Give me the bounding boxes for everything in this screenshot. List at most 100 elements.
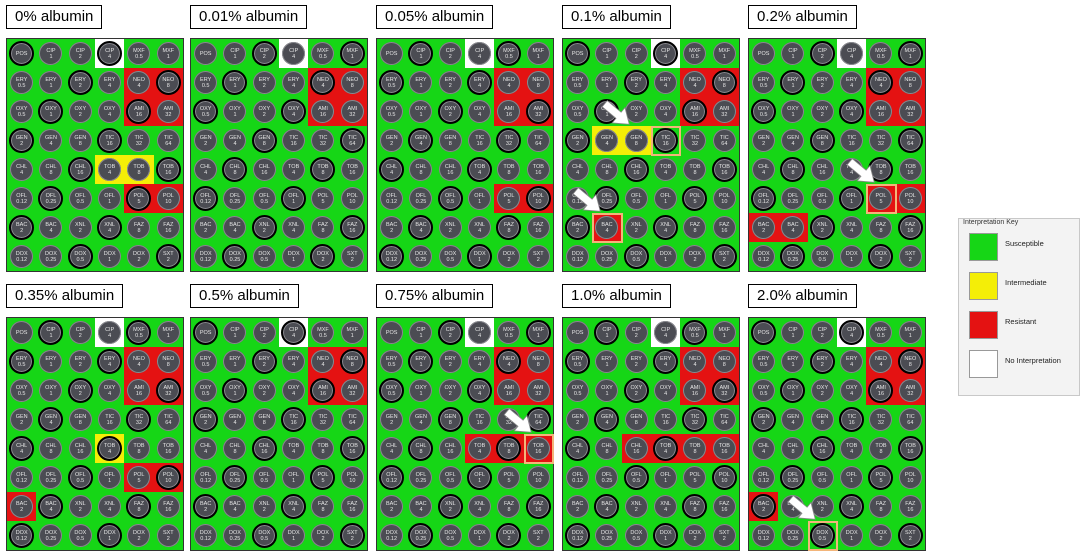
well-drug: POS — [15, 50, 28, 57]
plate-well-cell: OXY 2 — [435, 376, 465, 405]
well: NEO 4 — [127, 350, 151, 373]
well: OFL 0.25 — [223, 187, 247, 210]
well-concentration: 64 — [721, 419, 728, 426]
well: MXF 1 — [712, 321, 736, 344]
well: SXT 2 — [897, 523, 923, 548]
plate-well-cell: FAZ 8 — [494, 213, 524, 242]
well-concentration: 8 — [693, 227, 697, 234]
well-concentration: 1 — [108, 198, 112, 205]
plate-well-cell: OFL 0.12 — [563, 463, 593, 492]
well-concentration: 16 — [165, 448, 172, 455]
well: FAZ 16 — [898, 495, 922, 518]
well-drug: GEN — [757, 413, 770, 420]
well-concentration: 2 — [20, 506, 24, 513]
plate-well-cell: TIC 16 — [651, 126, 681, 155]
well: TOB 16 — [526, 437, 550, 460]
well-drug: POL — [875, 471, 887, 478]
well-drug: OXY — [601, 384, 613, 391]
well-drug: OXY — [630, 105, 643, 112]
well-drug: OXY — [229, 384, 241, 391]
well: TIC 64 — [898, 408, 922, 431]
plate-well-cell: ERY 2 — [65, 347, 95, 376]
well-concentration: 32 — [505, 140, 513, 147]
well-concentration: 8 — [605, 448, 609, 455]
plate-well-cell: NEO 8 — [153, 68, 183, 97]
well: ERY 0.5 — [752, 350, 776, 373]
well-drug: ERY — [16, 76, 28, 83]
well-drug: OFL — [386, 192, 397, 199]
well-drug: AMI — [134, 105, 144, 112]
well-concentration: 16 — [476, 140, 483, 147]
well: OFL 0.5 — [623, 465, 649, 490]
well: CIP 1 — [223, 321, 247, 344]
plate-well-cell: OFL 0.5 — [435, 463, 465, 492]
well: FAZ 16 — [156, 495, 180, 518]
well-concentration: 4 — [390, 169, 394, 176]
well-concentration: 4 — [693, 82, 697, 89]
well: POS — [565, 41, 591, 66]
plate-well-cell: OXY 0.5 — [7, 97, 37, 126]
well-concentration: 10 — [535, 198, 542, 205]
well-drug: POL — [503, 192, 515, 199]
well: DOX 0.5 — [252, 245, 276, 268]
well-drug: CHL — [601, 163, 613, 170]
well: POS — [194, 42, 218, 65]
well-drug: GEN — [385, 413, 398, 420]
well-drug: TIC — [661, 134, 671, 141]
plate-well-cell: OFL 0.5 — [621, 184, 651, 213]
plate-well-cell: OFL 1 — [465, 463, 495, 492]
plate-well-cell: FAZ 16 — [153, 492, 183, 521]
well: GEN 8 — [68, 408, 92, 431]
well-concentration: 0.12 — [572, 477, 584, 484]
well-drug: TOB — [288, 163, 300, 170]
well: TOB 8 — [683, 158, 707, 181]
plate-well-cell: DOX 0.12 — [377, 242, 407, 271]
well-drug: TIC — [876, 134, 886, 141]
well-concentration: 2 — [448, 111, 452, 118]
well-concentration: 1 — [350, 332, 354, 339]
well-drug: NEO — [317, 355, 329, 362]
well-drug: ERY — [630, 76, 642, 83]
well-drug: OXY — [103, 105, 116, 112]
well: CHL 8 — [39, 158, 63, 181]
well-drug: BAC — [16, 500, 28, 507]
well-concentration: 16 — [907, 506, 914, 513]
well: GEN 4 — [781, 129, 805, 152]
well-drug: DOX — [689, 250, 701, 257]
well: CIP 2 — [809, 41, 835, 66]
well-concentration: 0.5 — [76, 477, 85, 484]
well-drug: CHL — [630, 442, 642, 449]
well-concentration: 4 — [108, 82, 112, 89]
plate-well-cell: GEN 2 — [7, 126, 37, 155]
plate-well-cell: CHL 16 — [249, 434, 279, 463]
plate-well-cell: NEO 8 — [153, 347, 183, 376]
well: OFL 1 — [654, 466, 678, 489]
well: TIC 64 — [339, 128, 365, 153]
plate-well-cell: MXF 0.5 — [680, 39, 710, 68]
well-concentration: 4 — [390, 448, 394, 455]
well: FAZ 16 — [712, 216, 736, 239]
well: BAC 4 — [595, 216, 619, 239]
well-concentration: 4 — [478, 111, 482, 118]
well-drug: AMI — [533, 105, 544, 112]
plate-well-cell: DOX 0.12 — [191, 242, 221, 271]
well-concentration: 1 — [419, 53, 423, 60]
well-concentration: 2 — [350, 535, 354, 542]
plate-well-cell: MXF 1 — [523, 318, 553, 347]
well-concentration: 1 — [605, 82, 609, 89]
well-drug: DOX — [317, 250, 329, 257]
plate-well-cell: ERY 0.5 — [377, 347, 407, 376]
well-drug: GEN — [199, 134, 212, 141]
plate-well-cell: GEN 2 — [191, 405, 221, 434]
well: SXT 2 — [155, 244, 181, 269]
well-drug: AMI — [876, 105, 886, 112]
well-drug: GEN — [199, 413, 212, 420]
plate-well-cell: BAC 4 — [36, 213, 66, 242]
well-concentration: 2 — [137, 535, 141, 542]
well-drug: TIC — [163, 134, 173, 141]
well: DOX 0.12 — [194, 524, 218, 547]
well-drug: TIC — [163, 413, 173, 420]
well-concentration: 1 — [791, 361, 795, 368]
well-concentration: 8 — [321, 448, 325, 455]
well: GEN 8 — [437, 407, 463, 432]
